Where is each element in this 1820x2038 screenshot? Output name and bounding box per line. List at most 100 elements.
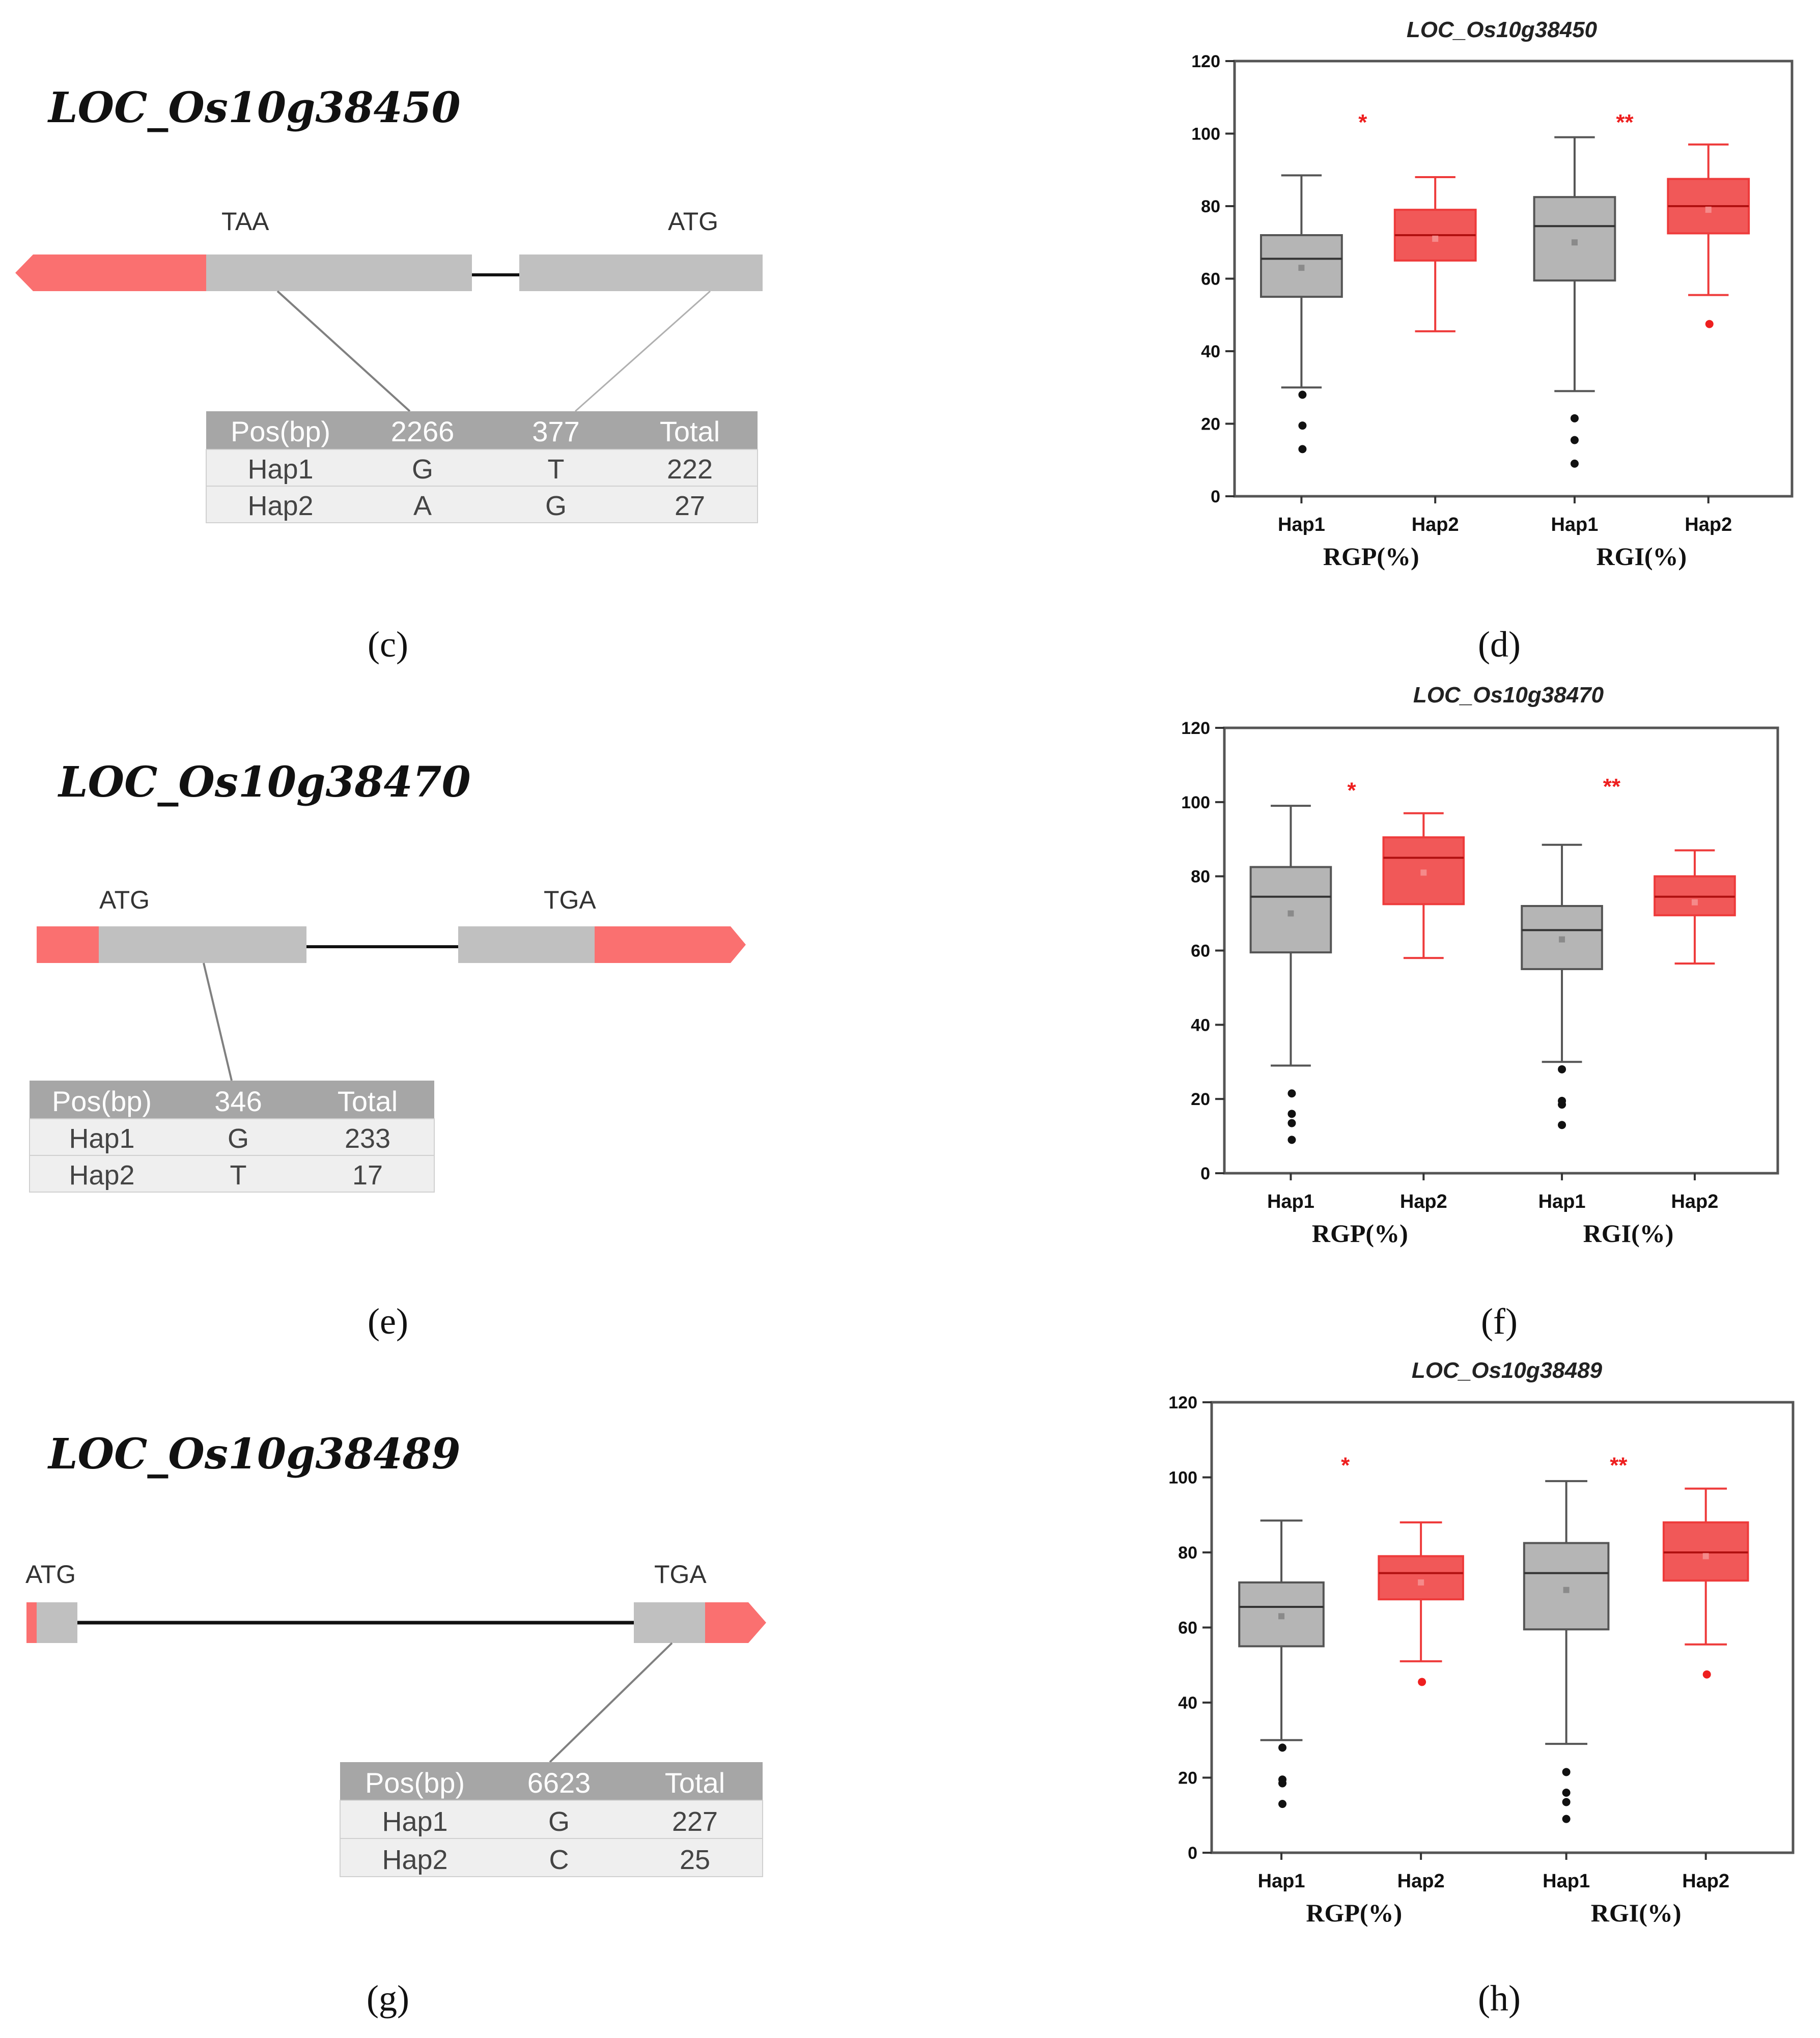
y-tick-label: 20 [1191, 1090, 1210, 1109]
table-header-cell: 6623 [527, 1767, 591, 1799]
table-cell: T [548, 454, 565, 485]
utr-segment [705, 1602, 766, 1643]
box-mean [1432, 236, 1439, 242]
box-mean [1571, 239, 1578, 246]
panel-label-f: (f) [1481, 1301, 1518, 1342]
chart-plot-area: 0 20 40 60 80 100 120 Hap1 Hap2 Hap1 Hap2 RGP(%) * RG… [1168, 1393, 1795, 1927]
y-tick-label: 120 [1168, 1393, 1197, 1412]
table-cell: G [228, 1123, 249, 1154]
y-tick-label: 40 [1191, 1015, 1210, 1035]
x-category-label: Hap1 [1258, 1871, 1305, 1892]
panel-label-g: (g) [367, 1978, 409, 2019]
marker-taa-label: TAA [221, 207, 269, 236]
y-tick-label: 40 [1178, 1693, 1197, 1713]
outlier-point [1558, 1121, 1566, 1129]
table-cell: 17 [352, 1160, 383, 1191]
gene-title-c: LOC_Os10g38450 [47, 83, 461, 132]
y-tick-label: 80 [1191, 867, 1210, 887]
chart-title: LOC_Os10g38450 [1407, 17, 1598, 42]
table-header-cell: Total [665, 1767, 725, 1799]
gene-panel-g: LOC_Os10g38489 ATG TGA Pos(bp) 6623 Tota… [25, 1430, 766, 2019]
y-tick-label: 100 [1181, 793, 1210, 812]
gene-title-g: LOC_Os10g38489 [47, 1430, 461, 1479]
x-category-label: Hap2 [1685, 514, 1732, 535]
x-category-label: Hap1 [1538, 1191, 1586, 1212]
significance-marker: * [1358, 110, 1367, 135]
haplotype-table-c: Pos(bp) 2266 377 Total Hap1 G T 222 Hap2… [206, 411, 758, 523]
group-label: RGP(%) [1323, 542, 1419, 571]
table-cell: T [230, 1160, 247, 1191]
chart-plot-area: 0 20 40 60 80 100 120 Hap1 Hap2 Hap1 Hap2 RGP(%) * RG… [1181, 719, 1779, 1248]
box-mean [1563, 1587, 1570, 1593]
outlier-point [1418, 1678, 1426, 1686]
significance-marker: * [1347, 778, 1356, 803]
outlier-point [1562, 1789, 1571, 1797]
snp-connector [549, 1642, 673, 1763]
x-category-label: Hap1 [1551, 514, 1598, 535]
utr-segment [15, 254, 206, 291]
panel-label-e: (e) [368, 1301, 408, 1342]
cds-segment [458, 926, 595, 963]
utr-segment [595, 926, 746, 963]
y-tick-label: 120 [1191, 52, 1220, 71]
box-iqr [1378, 1555, 1464, 1601]
chart-title: LOC_Os10g38470 [1413, 683, 1604, 707]
cds-segment [634, 1602, 705, 1643]
x-category-label: Hap2 [1397, 1871, 1445, 1892]
table-cell: G [412, 454, 433, 485]
outlier-point [1298, 421, 1307, 430]
significance-marker: ** [1610, 1453, 1628, 1478]
snp-connector [276, 290, 411, 412]
panel-label-d: (d) [1478, 624, 1521, 665]
table-cell: Hap1 [247, 454, 313, 485]
table-cell: 27 [675, 491, 705, 521]
outlier-point [1570, 459, 1579, 468]
panel-label-h: (h) [1478, 1978, 1521, 2019]
y-tick-label: 60 [1178, 1619, 1197, 1638]
outlier-point [1278, 1779, 1287, 1788]
x-category-label: Hap2 [1400, 1191, 1447, 1212]
table-header-cell: 346 [214, 1085, 262, 1117]
outlier-point [1562, 1798, 1571, 1806]
outlier-point [1562, 1768, 1571, 1776]
table-cell: Hap1 [382, 1806, 447, 1837]
table-header-cell: Total [660, 415, 720, 447]
y-tick-label: 100 [1168, 1468, 1197, 1488]
table-header-cell: Pos(bp) [365, 1767, 465, 1799]
group-label: RGI(%) [1583, 1219, 1674, 1248]
table-cell: Hap2 [247, 491, 313, 521]
box-chart-f: LOC_Os10g38470 0 20 40 60 80 100 120 Hap1 Hap2 Ha… [1181, 683, 1779, 1342]
outlier-point [1562, 1815, 1571, 1823]
y-tick-label: 100 [1191, 125, 1220, 144]
box-iqr [1249, 866, 1332, 954]
table-header-cell: Total [338, 1085, 398, 1117]
outlier-point [1278, 1743, 1287, 1752]
y-tick-label: 0 [1188, 1844, 1197, 1863]
box-chart-d: LOC_Os10g38450 0 20 40 60 80 100 120 Hap1 Hap2 Ha… [1191, 17, 1794, 665]
group-label: RGP(%) [1306, 1899, 1402, 1927]
y-tick-label: 20 [1201, 415, 1220, 434]
x-category-label: Hap2 [1412, 514, 1459, 535]
box-mean [1705, 207, 1712, 213]
y-tick-label: 20 [1178, 1769, 1197, 1788]
outlier-point [1278, 1800, 1287, 1808]
chart-plot-area: 0 20 40 60 80 100 120 Hap1 Hap2 Hap1 Hap2 RGP(%) * RG… [1191, 52, 1794, 571]
y-tick-label: 0 [1211, 487, 1220, 506]
box-mean [1278, 1613, 1285, 1620]
x-category-label: Hap2 [1671, 1191, 1718, 1212]
gene-title-e: LOC_Os10g38470 [58, 758, 471, 807]
panel-label-c: (c) [368, 624, 408, 665]
marker-tga-label: TGA [654, 1560, 707, 1589]
marker-atg-label: ATG [25, 1560, 76, 1589]
table-header-cell: 2266 [391, 415, 455, 447]
table-cell: 25 [680, 1845, 710, 1875]
table-header-cell: Pos(bp) [231, 415, 330, 447]
x-category-label: Hap2 [1682, 1871, 1729, 1892]
outlier-point [1558, 1100, 1566, 1109]
table-cell: A [413, 491, 432, 521]
outlier-point [1287, 1119, 1296, 1127]
marker-atg-label: ATG [99, 886, 150, 914]
table-cell: C [549, 1845, 569, 1875]
table-cell: G [548, 1806, 570, 1837]
group-label: RGI(%) [1591, 1899, 1682, 1927]
